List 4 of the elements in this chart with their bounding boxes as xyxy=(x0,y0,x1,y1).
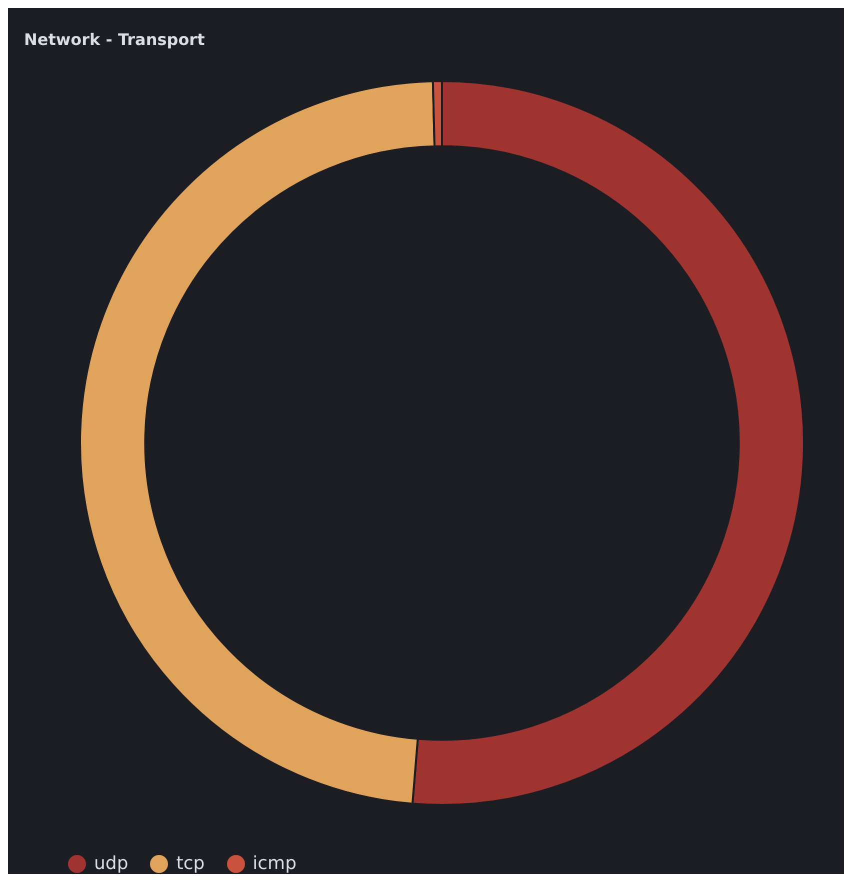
legend-label: udp xyxy=(93,853,128,874)
legend-label: tcp xyxy=(175,853,205,874)
chart-title: Network - Transport xyxy=(24,30,205,49)
legend-label: icmp xyxy=(252,853,297,874)
